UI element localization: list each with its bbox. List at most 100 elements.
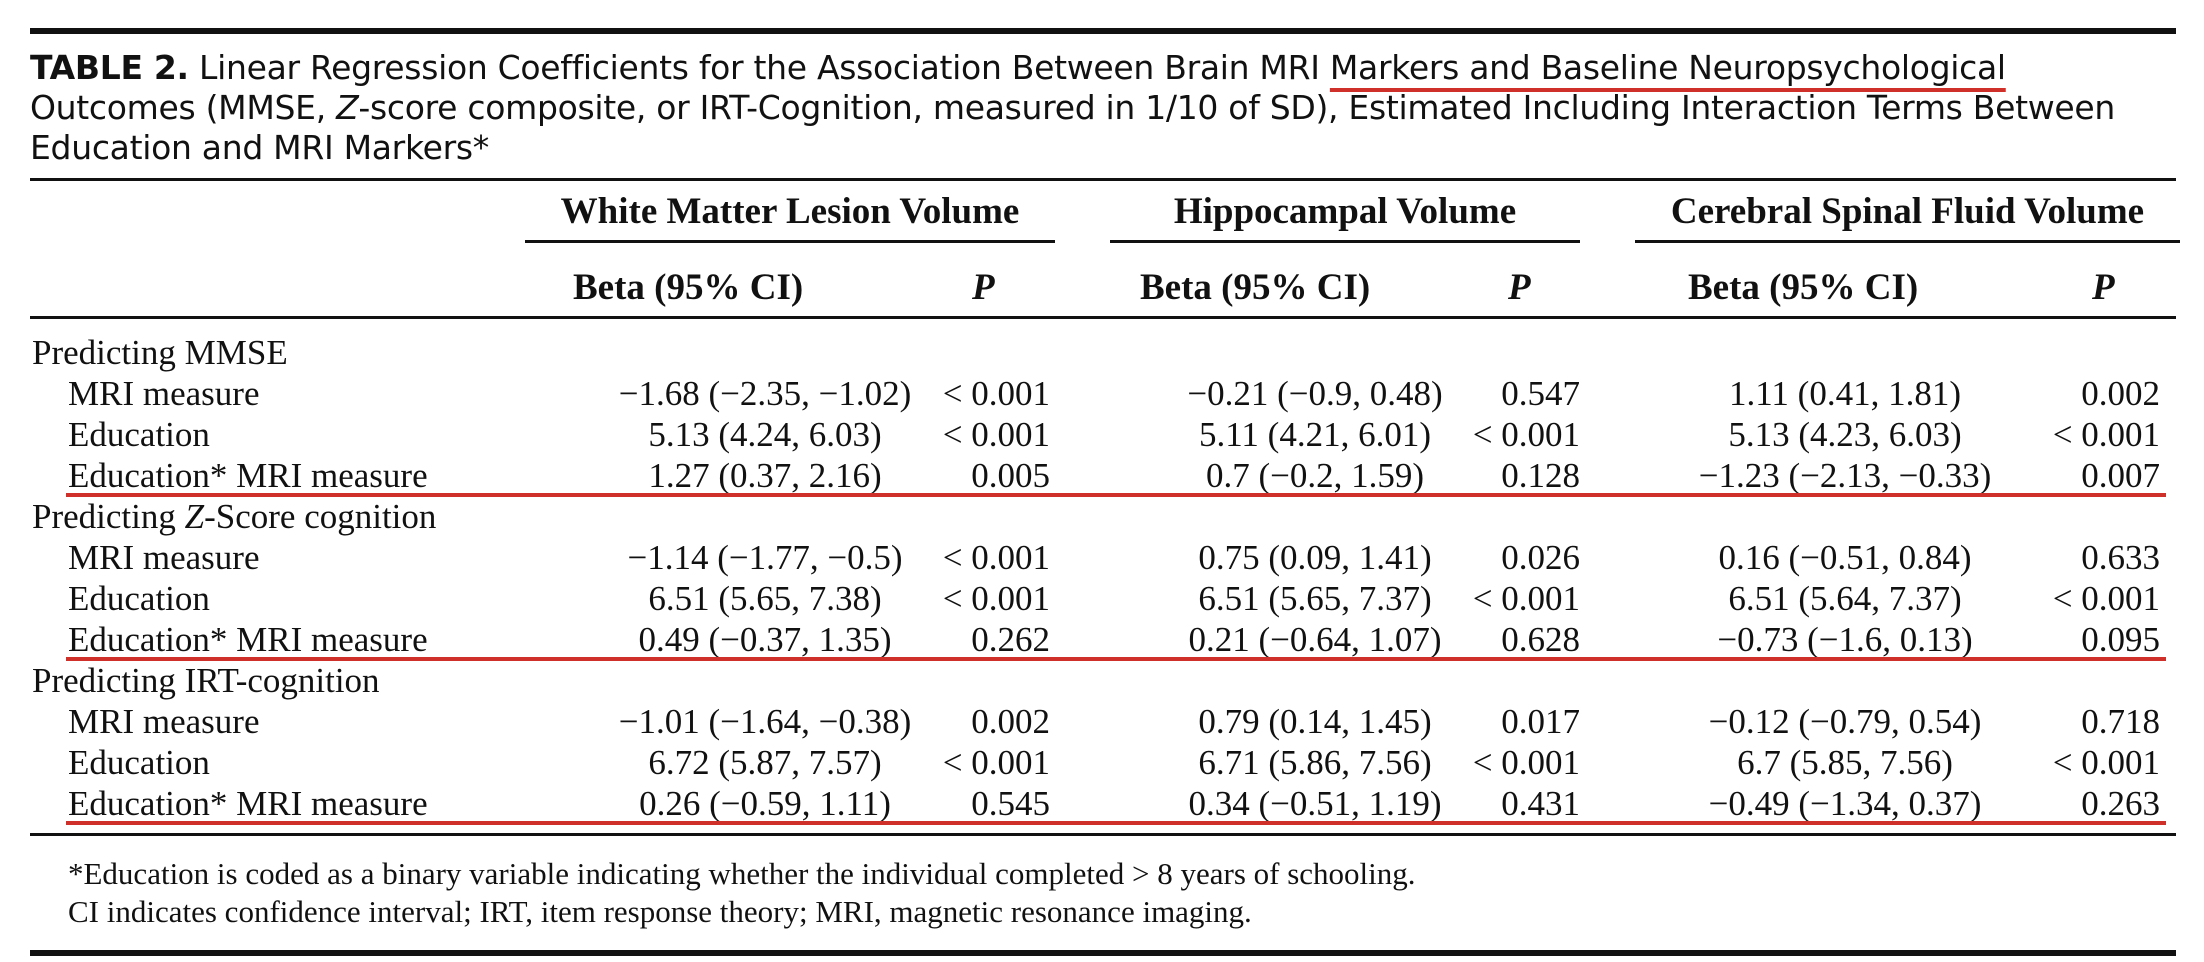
table-bottom-rule (30, 833, 2176, 836)
cell-p-wml: 0.005 (971, 456, 1050, 495)
cell-beta-hippocampal: 0.75 (0.09, 1.41) (1198, 538, 1432, 577)
section-title-row: Predicting IRT-cognition (0, 660, 2204, 701)
cell-p-wml: 0.002 (971, 702, 1050, 741)
cell-p-hippocampal: 0.547 (1501, 374, 1580, 413)
cell-beta-hippocampal: 6.51 (5.65, 7.37) (1198, 579, 1432, 618)
cell-beta-wml: 1.27 (0.37, 2.16) (648, 456, 882, 495)
caption-label: TABLE 2. (30, 48, 189, 87)
cell-beta-hippocampal: 6.71 (5.86, 7.56) (1198, 743, 1432, 782)
cell-beta-hippocampal: 0.34 (−0.51, 1.19) (1188, 784, 1442, 823)
row-label: MRI measure (68, 702, 260, 741)
row-label: MRI measure (68, 538, 260, 577)
row-label: MRI measure (68, 374, 260, 413)
cell-beta-hippocampal: 0.79 (0.14, 1.45) (1198, 702, 1432, 741)
col-beta-csf: Beta (95% CI) (1688, 267, 1919, 308)
cell-beta-hippocampal: 5.11 (4.21, 6.01) (1198, 415, 1431, 454)
cell-p-hippocampal: < 0.001 (1472, 579, 1580, 618)
cell-p-csf: 0.007 (2081, 456, 2160, 495)
cell-p-wml: < 0.001 (942, 743, 1050, 782)
cell-beta-hippocampal: 0.21 (−0.64, 1.07) (1188, 620, 1442, 659)
row-label: Education* MRI measure (68, 456, 428, 495)
cell-p-csf: 0.633 (2081, 538, 2160, 577)
table-row: Education* MRI measure 0.26 (−0.59, 1.11… (0, 783, 2204, 824)
cell-beta-wml: 6.51 (5.65, 7.38) (648, 579, 882, 618)
cell-beta-csf: −0.12 (−0.79, 0.54) (1708, 702, 1982, 741)
section-title: Predicting Z-Score cognition (32, 497, 437, 536)
cell-p-csf: 0.718 (2081, 702, 2160, 741)
cell-p-csf: 0.263 (2081, 784, 2160, 823)
row-label: Education (68, 579, 210, 618)
caption-z-letter: Z (336, 88, 359, 127)
cell-beta-hippocampal: −0.21 (−0.9, 0.48) (1187, 374, 1443, 413)
section-title-row: Predicting MMSE (0, 332, 2204, 373)
section-title: Predicting MMSE (32, 333, 288, 372)
col-p-hippocampal: P (1508, 267, 1531, 308)
cell-p-wml: < 0.001 (942, 538, 1050, 577)
cell-p-wml: < 0.001 (942, 415, 1050, 454)
cell-p-hippocampal: 0.128 (1501, 456, 1580, 495)
bottom-rule (30, 950, 2176, 956)
row-label: Education* MRI measure (68, 620, 428, 659)
caption-highlight: Markers and Baseline Neuropsychological (1329, 48, 2006, 87)
cell-p-hippocampal: < 0.001 (1472, 743, 1580, 782)
cell-beta-wml: −1.14 (−1.77, −0.5) (627, 538, 903, 577)
cell-beta-wml: −1.68 (−2.35, −1.02) (618, 374, 912, 413)
top-rule (30, 28, 2176, 34)
cell-p-wml: 0.545 (971, 784, 1050, 823)
group-header-hippocampal: Hippocampal Volume (1173, 191, 1517, 232)
highlight-underline (66, 821, 2166, 825)
cell-beta-csf: 6.7 (5.85, 7.56) (1737, 743, 1953, 782)
cell-beta-wml: 6.72 (5.87, 7.57) (648, 743, 882, 782)
cell-p-csf: < 0.001 (2052, 415, 2160, 454)
col-beta-wml: Beta (95% CI) (573, 267, 804, 308)
caption-text-2: Outcomes (MMSE, (30, 88, 337, 127)
table-row: Education* MRI measure 1.27 (0.37, 2.16)… (0, 455, 2204, 496)
cell-p-hippocampal: 0.026 (1501, 538, 1580, 577)
section-title-row: Predicting Z-Score cognition (0, 496, 2204, 537)
group-header-csf: Cerebral Spinal Fluid Volume (1670, 191, 2145, 232)
row-label: Education (68, 415, 210, 454)
cell-p-wml: < 0.001 (942, 374, 1050, 413)
group-underline-wml (525, 240, 1055, 243)
row-label: Education (68, 743, 210, 782)
table-row: MRI measure −1.01 (−1.64, −0.38) 0.002 0… (0, 701, 2204, 742)
col-beta-hippocampal: Beta (95% CI) (1140, 267, 1371, 308)
section-title: Predicting IRT-cognition (32, 661, 380, 700)
cell-beta-wml: −1.01 (−1.64, −0.38) (618, 702, 912, 741)
cell-p-csf: < 0.001 (2052, 743, 2160, 782)
table-row: Education 6.72 (5.87, 7.57) < 0.001 6.71… (0, 742, 2204, 783)
col-p-csf: P (2092, 267, 2115, 308)
table-row: Education 6.51 (5.65, 7.38) < 0.001 6.51… (0, 578, 2204, 619)
caption-rule (30, 178, 2176, 181)
cell-beta-wml: 5.13 (4.24, 6.03) (648, 415, 882, 454)
table-row: Education 5.13 (4.24, 6.03) < 0.001 5.11… (0, 414, 2204, 455)
highlight-underline (66, 657, 2166, 661)
cell-p-csf: < 0.001 (2052, 579, 2160, 618)
col-p-wml: P (972, 267, 995, 308)
cell-beta-csf: −0.49 (−1.34, 0.37) (1708, 784, 1982, 823)
cell-beta-csf: 5.13 (4.23, 6.03) (1728, 415, 1962, 454)
cell-p-wml: 0.262 (971, 620, 1050, 659)
caption-text-1: Linear Regression Coefficients for the A… (199, 48, 1330, 87)
cell-p-hippocampal: < 0.001 (1472, 415, 1580, 454)
row-label: Education* MRI measure (68, 784, 428, 823)
cell-p-hippocampal: 0.431 (1501, 784, 1580, 823)
cell-beta-csf: −1.23 (−2.13, −0.33) (1698, 456, 1992, 495)
cell-beta-wml: 0.26 (−0.59, 1.11) (639, 784, 891, 823)
group-underline-hippocampal (1110, 240, 1580, 243)
cell-p-hippocampal: 0.628 (1501, 620, 1580, 659)
cell-beta-hippocampal: 0.7 (−0.2, 1.59) (1205, 456, 1425, 495)
header-rule (30, 316, 2176, 319)
footnote-education: *Education is coded as a binary variable… (68, 856, 1416, 891)
cell-p-csf: 0.095 (2081, 620, 2160, 659)
cell-p-csf: 0.002 (2081, 374, 2160, 413)
cell-p-hippocampal: 0.017 (1501, 702, 1580, 741)
group-header-wml: White Matter Lesion Volume (560, 191, 1020, 232)
cell-p-wml: < 0.001 (942, 579, 1050, 618)
cell-beta-wml: 0.49 (−0.37, 1.35) (638, 620, 892, 659)
table-row: MRI measure −1.14 (−1.77, −0.5) < 0.001 … (0, 537, 2204, 578)
table-row: Education* MRI measure 0.49 (−0.37, 1.35… (0, 619, 2204, 660)
cell-beta-csf: 1.11 (0.41, 1.81) (1728, 374, 1961, 413)
cell-beta-csf: 6.51 (5.64, 7.37) (1728, 579, 1962, 618)
table-row: MRI measure −1.68 (−2.35, −1.02) < 0.001… (0, 373, 2204, 414)
